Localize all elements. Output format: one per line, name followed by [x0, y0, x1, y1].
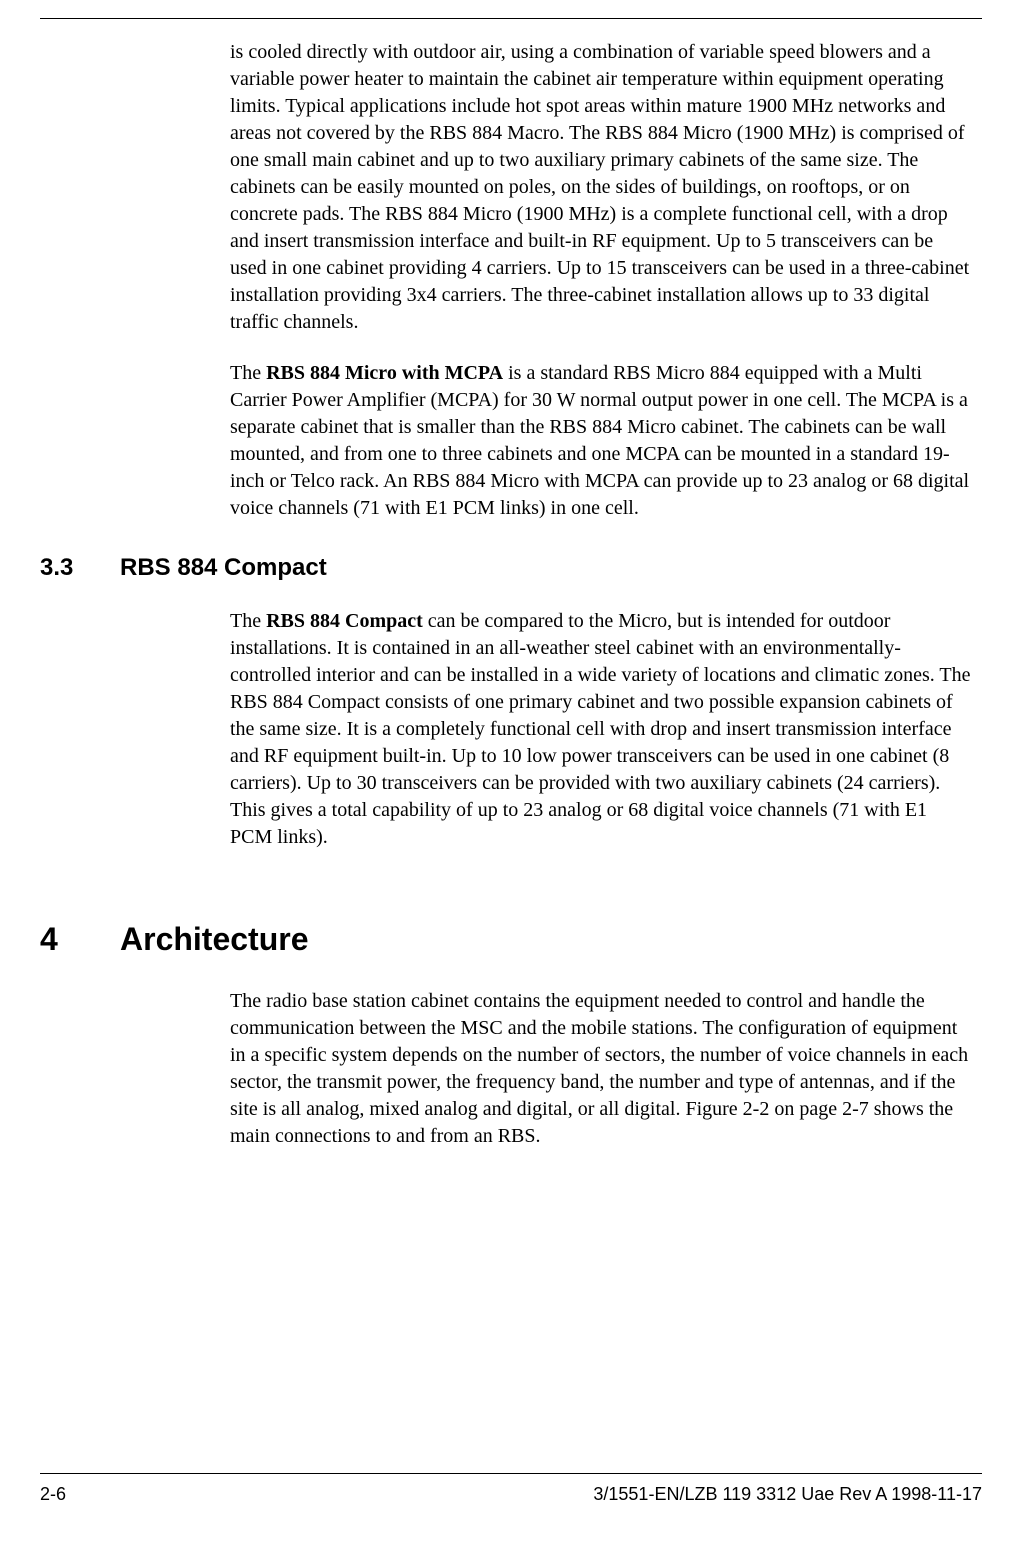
p3-before: The [230, 610, 266, 632]
p3-after: can be compared to the Micro, but is int… [230, 610, 971, 848]
header-rule [40, 18, 982, 19]
section-number: 3.3 [40, 554, 120, 582]
document-reference: 3/1551-EN/LZB 119 3312 Uae Rev A 1998-11… [593, 1484, 982, 1505]
p2-before: The [230, 362, 266, 384]
page-footer: 2-6 3/1551-EN/LZB 119 3312 Uae Rev A 199… [40, 1473, 982, 1505]
p2-bold: RBS 884 Micro with MCPA [266, 362, 503, 384]
paragraph-3: The RBS 884 Compact can be compared to t… [230, 608, 972, 851]
paragraph-4: The radio base station cabinet contains … [230, 988, 972, 1150]
page-number: 2-6 [40, 1484, 66, 1505]
paragraph-1: is cooled directly with outdoor air, usi… [230, 39, 972, 336]
p2-after: is a standard RBS Micro 884 equipped wit… [230, 362, 969, 519]
p3-bold: RBS 884 Compact [266, 610, 423, 632]
chapter-title: Architecture [120, 921, 309, 958]
section-title: RBS 884 Compact [120, 554, 327, 582]
section-3-3-heading: 3.3 RBS 884 Compact [40, 554, 982, 582]
chapter-number: 4 [40, 921, 120, 958]
chapter-4-heading: 4 Architecture [40, 921, 982, 958]
page-content: is cooled directly with outdoor air, usi… [0, 18, 1032, 1150]
paragraph-2: The RBS 884 Micro with MCPA is a standar… [230, 360, 972, 522]
